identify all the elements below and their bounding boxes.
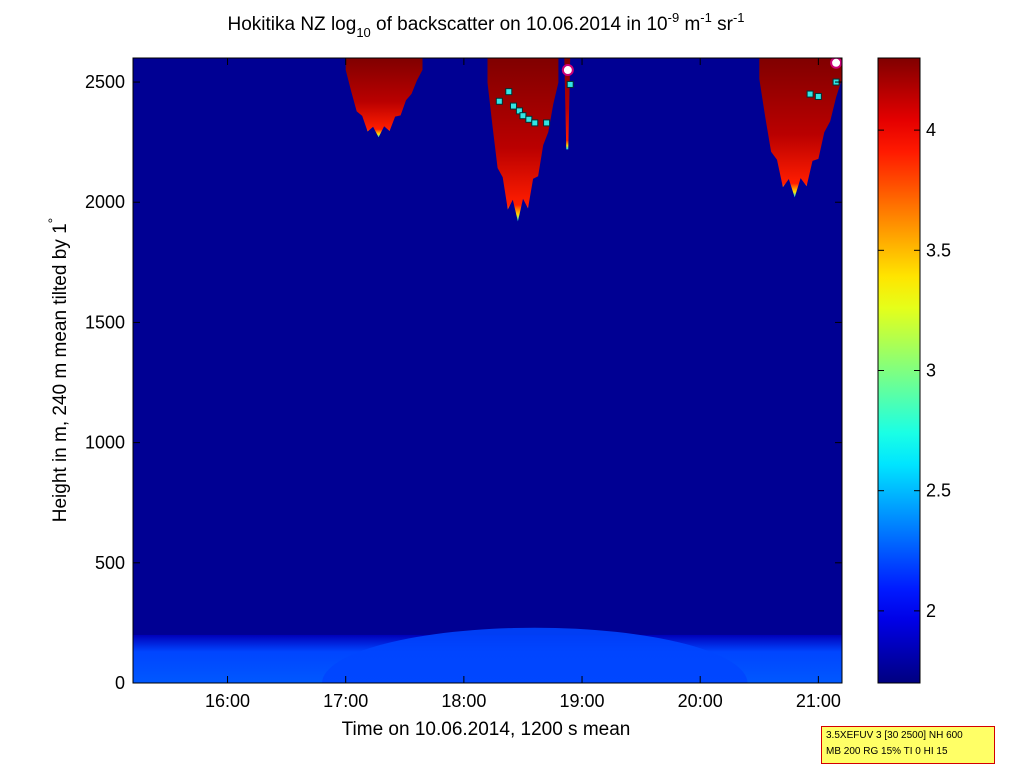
- x-axis-label: Time on 10.06.2014, 1200 s mean: [342, 719, 631, 740]
- plot-frame: [132, 57, 843, 684]
- chart-title: Hokitika NZ log10 of backscatter on 10.0…: [227, 10, 744, 40]
- cloud-base-marker: [566, 80, 574, 88]
- x-tick-label: 17:00: [323, 691, 368, 711]
- cloud-base-marker: [814, 92, 822, 100]
- cloud-layer: [345, 58, 842, 222]
- title-part-1: Hokitika NZ log: [227, 14, 356, 35]
- y-tick-label: 1000: [85, 433, 125, 453]
- x-tick-label: 20:00: [678, 691, 723, 711]
- cloud-feature: [564, 58, 571, 150]
- title-sub-1: 10: [356, 25, 370, 40]
- cloud-base-marker: [505, 88, 513, 96]
- y-tick-label: 2500: [85, 72, 125, 92]
- title-part-4: sr: [712, 14, 734, 35]
- y-axis-label-text: Height in m, 240 m mean tilted by 1: [50, 223, 71, 522]
- cloud-base-marker: [525, 115, 533, 123]
- cloud-feature: [345, 58, 423, 138]
- title-sup-3: -1: [733, 10, 745, 25]
- cloud-base-marker: [495, 97, 503, 105]
- cloud-feature: [487, 58, 559, 222]
- x-tick-label: 18:00: [441, 691, 486, 711]
- colorbar-tick-label: 3: [926, 361, 936, 381]
- cloud-base-marker: [509, 102, 517, 110]
- info-box: 3.5XEFUV 3 [30 2500] NH 600 MB 200 RG 15…: [821, 726, 995, 764]
- cloud-base-marker: [543, 119, 551, 127]
- title-part-2: of backscatter on 10.06.2014 in 10: [371, 14, 668, 35]
- plot-background: [133, 58, 842, 683]
- y-tick-label: 500: [95, 553, 125, 573]
- colorbar-ticks: 2 2.5 3 3.5 4: [878, 120, 951, 621]
- circle-marker: [830, 58, 842, 69]
- x-tick-label: 21:00: [796, 691, 841, 711]
- title-sup-1: -9: [668, 10, 680, 25]
- plot-area: [133, 58, 842, 683]
- colorbar-tick-label: 3.5: [926, 240, 951, 260]
- y-axis-label: Height in m, 240 m mean tilted by 1°: [45, 218, 71, 522]
- y-tick-label: 1500: [85, 312, 125, 332]
- x-axis: 16:00 17:00 18:00 19:00 20:00 21:00: [205, 58, 841, 711]
- cloud-feature: [759, 58, 842, 198]
- cloud-base-marker: [519, 112, 527, 120]
- colorbar-tick-label: 4: [926, 120, 936, 140]
- y-axis: 0 500 1000 1500 2000 2500: [85, 72, 842, 693]
- colorbar-tick-label: 2.5: [926, 481, 951, 501]
- x-tick-label: 16:00: [205, 691, 250, 711]
- surface-layer-bump: [322, 627, 748, 683]
- title-sup-2: -1: [700, 10, 712, 25]
- cloud-base-marker: [515, 107, 523, 115]
- colorbar-tick-label: 2: [926, 601, 936, 621]
- circle-marker: [561, 64, 574, 77]
- colorbar-gradient: [877, 57, 921, 684]
- info-line-2: MB 200 RG 15% TI 0 HI 15: [826, 746, 948, 757]
- y-tick-label: 0: [115, 673, 125, 693]
- y-tick-label: 2000: [85, 192, 125, 212]
- colorbar: 2 2.5 3 3.5 4: [877, 57, 951, 684]
- cloud-base-marker: [531, 119, 539, 127]
- info-line-1: 3.5XEFUV 3 [30 2500] NH 600: [826, 730, 963, 741]
- x-tick-label: 19:00: [560, 691, 605, 711]
- y-axis-label-degree: °: [45, 218, 61, 224]
- cloud-base-marker: [806, 90, 814, 98]
- title-part-3: m: [679, 14, 700, 35]
